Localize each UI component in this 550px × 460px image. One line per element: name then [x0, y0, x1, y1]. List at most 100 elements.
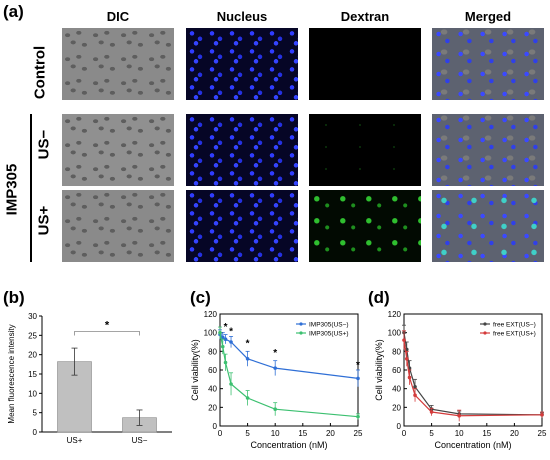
y-tick-label: 10: [28, 389, 37, 398]
micrograph-us-plus-dextran: [309, 190, 421, 262]
x-tick-label: 0: [402, 429, 407, 438]
column-header-merged: Merged: [464, 9, 512, 24]
micrograph-us-minus-dic: [62, 114, 174, 186]
legend-marker: [299, 331, 303, 335]
row-label-control: Control: [31, 45, 49, 100]
legend-label: IMP305(US−): [309, 322, 349, 329]
data-point: [273, 366, 277, 370]
y-tick-label: 0: [213, 422, 218, 431]
series-line-1: [403, 340, 543, 417]
x-tick-label: US+: [67, 436, 83, 445]
micrograph-us-plus-dic: [62, 190, 174, 262]
x-tick-label: 20: [510, 429, 519, 438]
series-line-0: [219, 334, 359, 379]
y-tick-label: 40: [208, 385, 217, 394]
significance-star: *: [356, 360, 360, 371]
group-bracket: [30, 114, 32, 262]
data-point: [540, 413, 544, 417]
y-tick-label: 0: [397, 422, 402, 431]
y-tick-label: 30: [28, 312, 37, 321]
significance-star: *: [246, 339, 250, 350]
chart-c: 0 20 40 60 80 100 120 0 5 10 15 20 25 Concentration (…: [190, 310, 363, 450]
y-tick-label: 20: [392, 403, 401, 412]
x-tick-label: 5: [429, 429, 434, 438]
y-tick-label: 120: [204, 310, 218, 319]
y-tick-label: 15: [28, 370, 37, 379]
data-point: [402, 338, 406, 342]
y-tick-label: 80: [208, 347, 217, 356]
significance-bracket: [74, 331, 140, 336]
y-tick-label: 60: [392, 366, 401, 375]
x-tick-label: 10: [455, 429, 464, 438]
y-tick-label: 60: [208, 366, 217, 375]
panel-c-label: (c): [190, 288, 211, 307]
data-point: [413, 385, 417, 389]
significance-star: *: [105, 319, 110, 331]
x-tick-label: 15: [298, 429, 307, 438]
x-tick-label: 25: [354, 429, 363, 438]
data-point: [273, 407, 277, 411]
series-line-1: [219, 332, 359, 418]
micrograph-control-merged: [432, 28, 544, 100]
y-tick-label: 100: [388, 329, 402, 338]
data-point: [223, 360, 228, 365]
data-point: [407, 375, 412, 380]
legend-label: free EXT(US+): [493, 331, 536, 338]
column-header-dic: DIC: [106, 9, 130, 24]
micrograph-us-minus-nucleus: [186, 114, 298, 186]
data-point: [356, 376, 360, 381]
data-point: [229, 382, 233, 386]
series-line-0: [403, 332, 543, 416]
micrograph-us-plus-nucleus: [186, 190, 298, 262]
micrograph-control-dic: [62, 28, 174, 100]
micrograph-us-plus-merged: [432, 190, 544, 262]
legend-marker: [483, 322, 487, 326]
y-tick-label: 20: [208, 403, 217, 412]
column-header-dextran: Dextran: [340, 9, 390, 24]
y-tick-label: 25: [28, 331, 37, 340]
y-tick-label: 0: [33, 428, 38, 437]
significance-star: *: [229, 327, 233, 338]
y-axis-label: Cell viability(%): [374, 339, 384, 401]
data-point: [220, 335, 225, 340]
legend-label: IMP305(US+): [309, 331, 349, 338]
row-label-us-minus: US−: [35, 129, 53, 160]
legend-label: free EXT(US−): [493, 322, 536, 329]
micrograph-control-nucleus: [186, 28, 298, 100]
chart-d: 0 20 40 60 80 100 120 0 5 10 15 20 25 Concentration (…: [374, 310, 547, 450]
micrograph-control-dextran: [309, 28, 421, 100]
chart-b: 0 5 10 15 20 25 30 Mean fluorescence intensity U…: [7, 312, 172, 445]
group-label-imp305: IMP305: [3, 163, 21, 216]
x-axis-label: Concentration (nM): [250, 440, 327, 450]
data-point: [429, 410, 434, 414]
panel-d-label: (d): [368, 288, 390, 307]
x-tick-label: 10: [271, 429, 280, 438]
row-label-us-plus: US+: [35, 205, 53, 236]
y-axis-label: Cell viability(%): [190, 339, 200, 401]
data-point: [223, 337, 228, 341]
x-axis-label: Concentration (nM): [434, 440, 511, 450]
legend-marker: [483, 331, 487, 335]
y-axis-label: Mean fluorescence intensity: [7, 324, 16, 423]
x-tick-label: 20: [326, 429, 335, 438]
y-tick-label: 100: [204, 329, 218, 338]
panel-a-label: (a): [3, 2, 24, 21]
data-point: [457, 413, 461, 418]
y-tick-label: 80: [392, 347, 401, 356]
significance-star: *: [224, 322, 228, 333]
data-point: [229, 340, 233, 344]
y-tick-label: 120: [388, 310, 402, 319]
x-tick-label: 5: [245, 429, 250, 438]
data-point: [220, 344, 225, 349]
y-tick-label: 40: [392, 385, 401, 394]
x-tick-label: 25: [538, 429, 547, 438]
y-tick-label: 20: [28, 351, 37, 360]
legend-marker: [299, 322, 303, 326]
data-point: [413, 393, 417, 397]
significance-star: *: [273, 348, 277, 359]
micrograph-us-minus-dextran: [309, 114, 421, 186]
column-header-nucleus: Nucleus: [216, 9, 268, 24]
y-tick-label: 5: [33, 409, 38, 418]
x-tick-label: 0: [218, 429, 223, 438]
x-tick-label: 15: [482, 429, 491, 438]
